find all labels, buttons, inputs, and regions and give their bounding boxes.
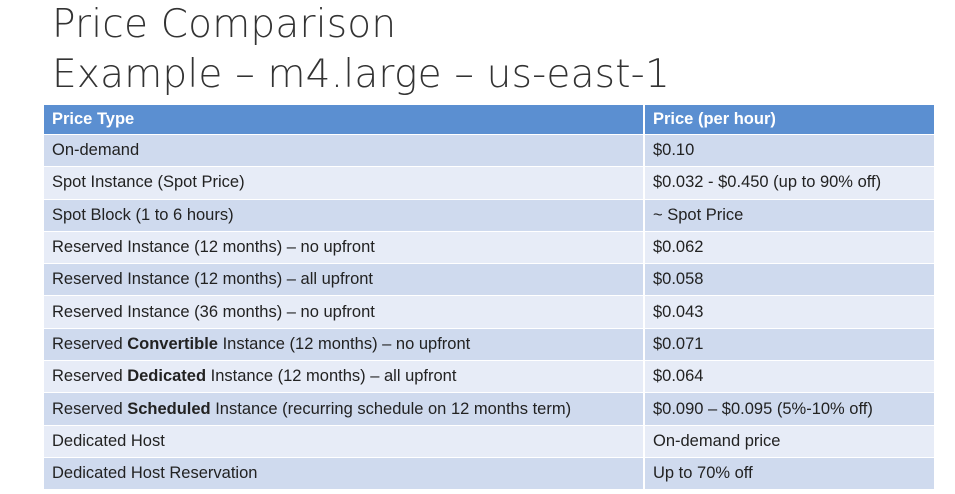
type-text-pre: Reserved <box>52 367 128 386</box>
table-row: Dedicated Host On-demand price <box>44 425 934 458</box>
cell-price-type: Spot Instance (Spot Price) <box>44 166 644 200</box>
table-row: Reserved Instance (12 months) – no upfro… <box>44 231 934 265</box>
table-header-row: Price Type Price (per hour) <box>44 105 934 135</box>
table-row: Reserved Dedicated Instance (12 months) … <box>44 360 934 394</box>
cell-price-type: Dedicated Host Reservation <box>44 457 644 491</box>
cell-price-type: Spot Block (1 to 6 hours) <box>44 199 644 232</box>
type-text-bold: Dedicated <box>127 367 207 386</box>
header-price-per-hour: Price (per hour) <box>643 105 934 135</box>
cell-price-type: Reserved Scheduled Instance (recurring s… <box>44 392 644 426</box>
type-text-bold: Scheduled <box>127 399 211 418</box>
type-text: Dedicated Host <box>52 431 165 450</box>
cell-price-type: Dedicated Host <box>44 425 644 458</box>
cell-price: ~ Spot Price <box>643 199 934 232</box>
table-row: On-demand $0.10 <box>44 134 934 168</box>
table-row: Spot Block (1 to 6 hours) ~ Spot Price <box>44 199 934 232</box>
cell-price: $0.071 <box>643 328 934 362</box>
cell-price: $0.043 <box>643 295 934 329</box>
cell-price: Up to 70% off <box>643 457 934 491</box>
type-text: On-demand <box>52 141 140 160</box>
type-text: Dedicated Host Reservation <box>52 464 258 483</box>
table-row: Dedicated Host Reservation Up to 70% off <box>44 457 934 491</box>
slide-title: Price Comparison Example – m4.large – us… <box>52 0 932 100</box>
table-row: Reserved Scheduled Instance (recurring s… <box>44 392 934 426</box>
table-row: Reserved Instance (12 months) – all upfr… <box>44 263 934 297</box>
title-line-1: Price Comparison <box>52 2 397 47</box>
type-text: Spot Instance (Spot Price) <box>52 173 245 192</box>
cell-price-type: Reserved Convertible Instance (12 months… <box>44 328 644 362</box>
cell-price-type: Reserved Dedicated Instance (12 months) … <box>44 360 644 394</box>
cell-price-type: On-demand <box>44 134 644 168</box>
type-text: Reserved Instance (12 months) – no upfro… <box>52 238 375 257</box>
type-text-bold: Convertible <box>127 334 218 353</box>
type-text-pre: Reserved <box>52 334 128 353</box>
table-row: Reserved Convertible Instance (12 months… <box>44 328 934 362</box>
type-text: Spot Block (1 to 6 hours) <box>52 205 234 224</box>
type-text-post: Instance (recurring schedule on 12 month… <box>210 399 572 418</box>
type-text-post: Instance (12 months) – no upfront <box>217 334 471 353</box>
cell-price-type: Reserved Instance (36 months) – no upfro… <box>44 295 644 329</box>
cell-price-type: Reserved Instance (12 months) – no upfro… <box>44 231 644 265</box>
cell-price-type: Reserved Instance (12 months) – all upfr… <box>44 263 644 297</box>
price-comparison-table: Price Type Price (per hour) On-demand $0… <box>44 105 934 491</box>
cell-price: $0.10 <box>643 134 934 168</box>
header-price-type: Price Type <box>44 105 644 135</box>
cell-price: $0.032 - $0.450 (up to 90% off) <box>643 166 934 200</box>
cell-price: On-demand price <box>643 425 934 458</box>
table-row: Reserved Instance (36 months) – no upfro… <box>44 295 934 329</box>
type-text: Reserved Instance (36 months) – no upfro… <box>52 302 375 321</box>
cell-price: $0.062 <box>643 231 934 265</box>
title-line-2: Example – m4.large – us-east-1 <box>52 52 670 97</box>
table-row: Spot Instance (Spot Price) $0.032 - $0.4… <box>44 166 934 200</box>
type-text: Reserved Instance (12 months) – all upfr… <box>52 270 374 289</box>
cell-price: $0.058 <box>643 263 934 297</box>
type-text-post: Instance (12 months) – all upfront <box>206 367 457 386</box>
cell-price: $0.090 – $0.095 (5%-10% off) <box>643 392 934 426</box>
cell-price: $0.064 <box>643 360 934 394</box>
type-text-pre: Reserved <box>52 399 128 418</box>
